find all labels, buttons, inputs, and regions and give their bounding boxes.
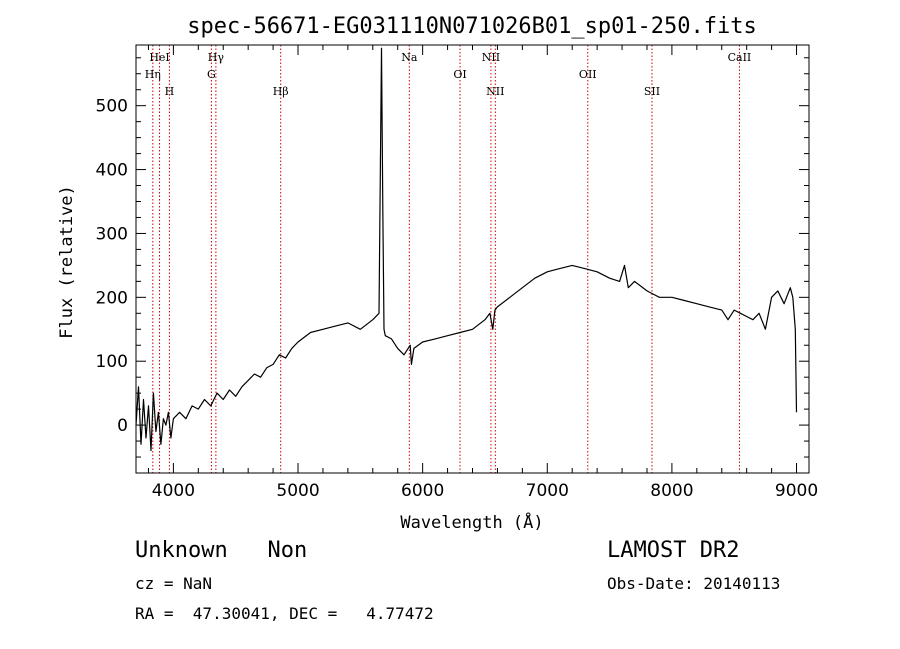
spectral-line-label: SII	[644, 85, 660, 98]
x-tick-label: 5000	[276, 481, 319, 501]
coordinates-text: RA = 47.30041, DEC = 4.77472	[135, 604, 434, 623]
spectral-line-label: G	[207, 68, 216, 81]
x-tick-label: 8000	[650, 481, 693, 501]
spectral-line-label: NII	[482, 51, 500, 64]
obs-date-text: Obs-Date: 20140113	[607, 574, 781, 593]
y-tick-label: 200	[96, 288, 128, 308]
spectral-line-label: Hγ	[208, 51, 225, 64]
spectrum-series	[135, 47, 798, 452]
x-tick-label: 6000	[401, 481, 444, 501]
plot-frame	[135, 44, 810, 474]
x-tick-label: 7000	[526, 481, 569, 501]
spectral-line-label: CaII	[728, 51, 752, 64]
spectral-line-label: Hη	[145, 68, 161, 81]
y-tick-label: 100	[96, 352, 128, 372]
spectral-line-label: OII	[579, 68, 597, 81]
spectral-line-label: Na	[401, 51, 418, 64]
spectral-line-label: HeI	[149, 51, 169, 64]
chart-title: spec-56671-EG031110N071026B01_sp01-250.f…	[187, 14, 757, 39]
y-tick-label: 500	[96, 97, 128, 117]
spectral-line-label: NII	[486, 85, 504, 98]
redshift-text: cz = NaN	[135, 574, 213, 593]
spectral-line-label: H	[165, 85, 175, 98]
x-tick-label: 9000	[775, 481, 818, 501]
survey-name: LAMOST DR2	[607, 538, 740, 563]
y-tick-label: 0	[117, 416, 128, 436]
x-tick-label: 4000	[152, 481, 195, 501]
y-tick-label: 400	[96, 161, 128, 181]
spectral-line-label: Hβ	[273, 85, 289, 98]
x-axis-label: Wavelength (Å)	[400, 511, 543, 533]
y-axis-label: Flux (relative)	[57, 185, 77, 339]
spectral-line-label: OI	[453, 68, 466, 81]
y-tick-label: 300	[96, 224, 128, 244]
classification-text: Unknown Non	[135, 538, 308, 563]
